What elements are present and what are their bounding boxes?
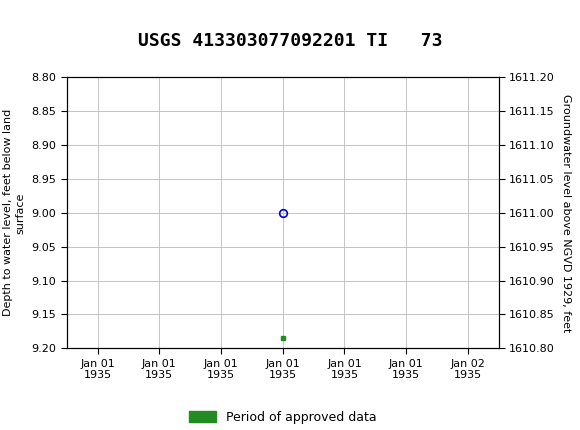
Text: USGS: USGS xyxy=(32,10,100,31)
Legend: Period of approved data: Period of approved data xyxy=(184,406,382,429)
Y-axis label: Depth to water level, feet below land
surface: Depth to water level, feet below land su… xyxy=(3,109,26,316)
Text: ≡: ≡ xyxy=(7,6,32,35)
Y-axis label: Groundwater level above NGVD 1929, feet: Groundwater level above NGVD 1929, feet xyxy=(560,94,571,332)
Text: USGS 413303077092201 TI   73: USGS 413303077092201 TI 73 xyxy=(138,32,442,50)
